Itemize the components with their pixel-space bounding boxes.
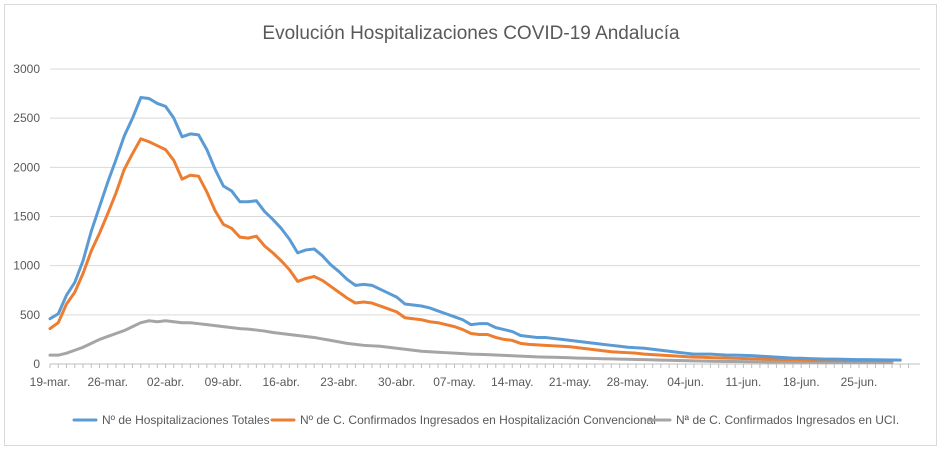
chart-title: Evolución Hospitalizaciones COVID-19 And… (262, 23, 680, 44)
y-tick-label: 0 (33, 357, 40, 371)
gridlines (50, 68, 920, 316)
x-tick-label: 09-abr. (205, 375, 242, 389)
legend-label: Nº de Hospitalizaciones Totales (102, 413, 270, 427)
x-tick-label: 07-may. (433, 375, 475, 389)
series-lines (48, 96, 902, 365)
y-tick-label: 1500 (13, 210, 40, 224)
x-tick-label: 28-may. (607, 375, 649, 389)
series-line (48, 319, 894, 365)
y-tick-label: 2500 (13, 111, 40, 125)
series-line (48, 137, 894, 363)
legend-item: Nº de Hospitalizaciones Totales (72, 413, 270, 427)
y-tick-label: 500 (20, 308, 40, 322)
x-tick-label: 11-jun. (726, 375, 762, 389)
legend-item: Nª de C. Confirmados Ingresados en UCI. (646, 413, 899, 427)
x-tick-label: 02-abr. (147, 375, 184, 389)
legend-item: Nº de C. Confirmados Ingresados en Hospi… (270, 413, 656, 427)
x-tick-label: 23-abr. (320, 375, 357, 389)
legend: Nº de Hospitalizaciones Totales Nº de C. … (72, 413, 899, 427)
x-tick-label: 16-abr. (262, 375, 299, 389)
series-line (48, 96, 902, 362)
x-tick-label: 26-mar. (87, 375, 128, 389)
x-tick-label: 21-may. (549, 375, 591, 389)
x-tick-label: 14-may. (491, 375, 533, 389)
y-tick-label: 2000 (13, 160, 40, 174)
y-tick-label: 3000 (13, 62, 40, 76)
x-tick-label: 25-jun. (841, 375, 878, 389)
legend-label: Nª de C. Confirmados Ingresados en UCI. (676, 413, 899, 427)
x-tick-label: 30-abr. (378, 375, 415, 389)
x-tick-label: 04-jun. (667, 375, 704, 389)
x-tick-label: 19-mar. (30, 375, 71, 389)
chart-frame (4, 4, 937, 446)
x-tick-label: 18-jun. (783, 375, 820, 389)
legend-label: Nº de C. Confirmados Ingresados en Hospi… (300, 413, 656, 427)
y-tick-label: 1000 (13, 259, 40, 273)
axes: 0 500 1000 1500 2000 2500 3000 19-mar. 26-mar. 02… (13, 62, 920, 389)
